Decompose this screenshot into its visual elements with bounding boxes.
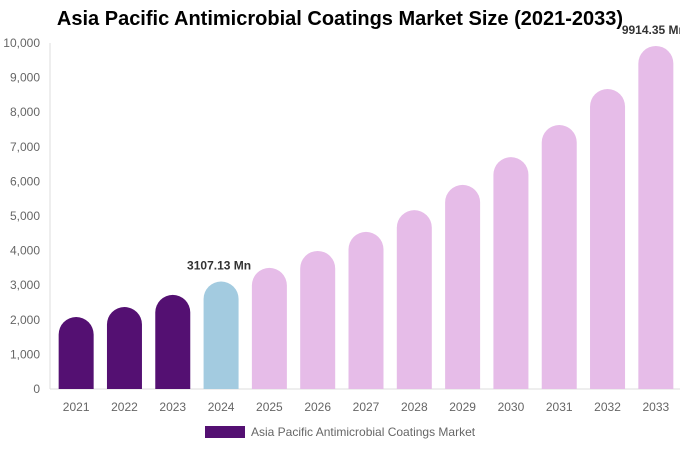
y-tick-label: 5,000 (10, 209, 40, 223)
bar-2032 (590, 89, 626, 389)
bar-2031 (541, 125, 577, 390)
x-tick-label: 2024 (208, 400, 235, 414)
bar-2023 (155, 294, 191, 389)
y-tick-label: 0 (33, 382, 40, 396)
chart-title: Asia Pacific Antimicrobial Coatings Mark… (56, 8, 624, 30)
bar-2030 (493, 157, 529, 389)
x-tick-label: 2022 (111, 400, 138, 414)
x-tick-label: 2026 (304, 400, 331, 414)
bar-2022 (106, 307, 142, 389)
bar-2024 (203, 281, 239, 389)
x-tick-label: 2032 (594, 400, 621, 414)
y-tick-label: 8,000 (10, 105, 40, 119)
y-tick-label: 4,000 (10, 244, 40, 258)
y-tick-label: 7,000 (10, 140, 40, 154)
bar-2028 (396, 210, 432, 389)
x-tick-label: 2028 (401, 400, 428, 414)
x-tick-label: 2030 (498, 400, 525, 414)
x-tick-label: 2031 (546, 400, 573, 414)
y-tick-label: 1,000 (10, 347, 40, 361)
y-tick-label: 3,000 (10, 278, 40, 292)
legend[interactable]: Asia Pacific Antimicrobial Coatings Mark… (205, 425, 475, 439)
data-label-2033: 9914.35 Mn (622, 23, 680, 37)
y-tick-label: 6,000 (10, 174, 40, 188)
legend-swatch (205, 426, 245, 438)
x-tick-label: 2033 (642, 400, 669, 414)
y-tick-label: 9,000 (10, 71, 40, 85)
x-tick-label: 2021 (63, 400, 90, 414)
bar-2026 (300, 250, 336, 389)
x-tick-label: 2029 (449, 400, 476, 414)
bar-2029 (445, 184, 481, 389)
bar-2033 (638, 45, 674, 389)
data-label-2024: 3107.13 Mn (187, 258, 251, 272)
y-tick-label: 2,000 (10, 313, 40, 327)
y-tick-label: 10,000 (3, 36, 40, 50)
bar-2027 (348, 231, 384, 389)
bar-2021 (58, 317, 94, 389)
x-tick-label: 2025 (256, 400, 283, 414)
x-tick-label: 2023 (159, 400, 186, 414)
legend-label: Asia Pacific Antimicrobial Coatings Mark… (251, 425, 476, 439)
x-tick-label: 2027 (353, 400, 380, 414)
bar-2025 (251, 267, 287, 389)
